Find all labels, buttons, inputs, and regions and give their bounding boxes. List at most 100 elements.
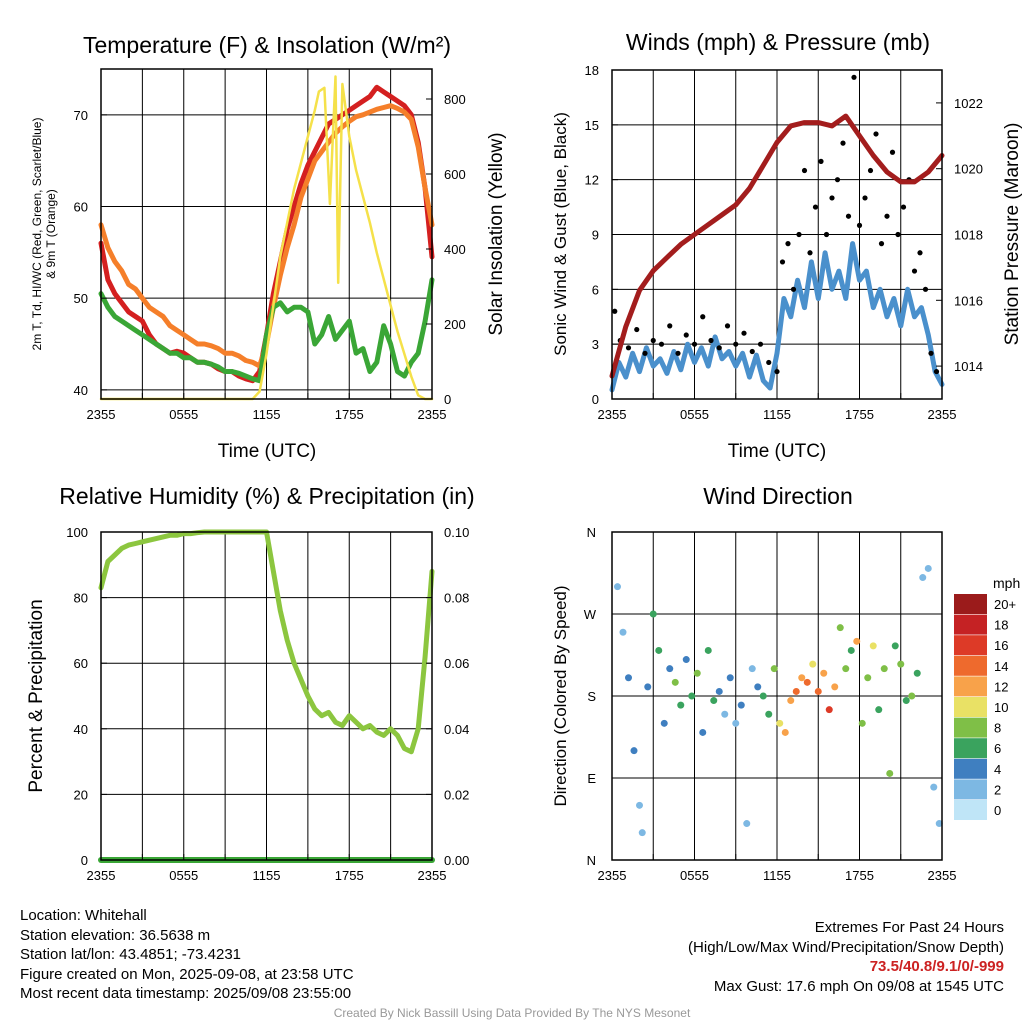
y-tick-label: 80 (74, 591, 88, 606)
gust-point (625, 345, 632, 351)
winds-ylabel: Sonic Wind & Gust (Blue, Black) (551, 112, 570, 356)
gust-point (790, 286, 797, 292)
y-tick-label: 20 (74, 787, 88, 802)
x-tick-label: 0555 (169, 868, 198, 883)
direction-point (759, 692, 767, 700)
x-tick-label: 1155 (763, 868, 791, 883)
legend-swatch (954, 594, 987, 614)
gust-point (801, 167, 808, 174)
y2-tick-label: 1022 (954, 96, 983, 111)
y-tick-label: S (587, 689, 596, 704)
temperature-series (98, 75, 435, 401)
speed-legend-title: mph (993, 575, 1020, 591)
direction-point (902, 697, 910, 705)
gust-point (733, 341, 739, 347)
gust-point (845, 213, 852, 219)
gust-point (691, 341, 698, 347)
direction-point (666, 665, 674, 673)
x-tick-label: 1155 (253, 407, 281, 422)
elevation-text: Station elevation: 36.5638 m (20, 926, 211, 944)
extremes-info: Extremes For Past 24 Hours (High/Low/Max… (688, 918, 1004, 996)
gust-point (683, 332, 689, 338)
y-tick-label: 15 (585, 118, 599, 133)
gust-point (675, 350, 681, 356)
gust-point (741, 330, 747, 336)
direction-point (820, 669, 828, 677)
direction-point (748, 665, 756, 673)
y2-tick-label: 0.02 (444, 787, 469, 802)
legend-swatch (954, 614, 987, 635)
x-tick-label: 2355 (87, 868, 116, 883)
direction-point (776, 719, 784, 727)
x-tick-label: 1755 (335, 407, 364, 422)
legend-swatch (954, 635, 987, 656)
legend-swatch (954, 758, 987, 779)
gust-point (917, 250, 923, 256)
gust-point (757, 341, 764, 347)
x-tick-label: 2355 (598, 868, 627, 883)
legend-swatch (954, 738, 987, 759)
direction-point (693, 669, 701, 677)
direction-point (682, 656, 690, 664)
y2-tick-label: 1014 (954, 359, 983, 374)
humidity-ticks: 2355 0555 1155 1755 23550204060801000.000.02… (66, 525, 469, 883)
direction-point (836, 624, 844, 632)
gust-point (818, 158, 824, 164)
direction-point (919, 574, 927, 582)
gust-point (867, 167, 874, 174)
winds-panel-title: Winds (mph) & Pressure (mb) (626, 29, 930, 55)
direction-point (880, 665, 888, 673)
winds-xlabel: Time (UTC) (728, 441, 827, 462)
x-tick-label: 1155 (763, 407, 791, 422)
direction-panel: Wind Direction 2355 0555 1155 1755 2355NESWN… (551, 483, 1020, 883)
direction-point (630, 747, 638, 755)
y2-tick-label: 200 (444, 317, 466, 332)
legend-label: 0 (994, 803, 1001, 818)
x-tick-label: 1755 (845, 407, 874, 422)
x-tick-label: 1155 (253, 868, 281, 883)
x-tick-label: 1755 (845, 868, 874, 883)
y2-tick-label: 0.08 (444, 591, 469, 606)
gust-point (766, 359, 772, 366)
legend-label: 16 (994, 638, 1008, 653)
direction-point (649, 610, 657, 618)
direction-point (781, 728, 789, 736)
gust-point (667, 323, 673, 329)
insolation-ylabel: Solar Insolation (Yellow) (486, 132, 507, 335)
gust-point (708, 337, 714, 344)
extremes-subtitle: (High/Low/Max Wind/Precipitation/Snow De… (688, 938, 1004, 956)
direction-point (913, 669, 921, 677)
direction-point (842, 665, 850, 673)
legend-label: 20+ (994, 597, 1016, 612)
direction-point (660, 719, 668, 727)
direction-point (699, 728, 707, 736)
direction-point (858, 719, 866, 727)
x-tick-label: 2355 (598, 407, 627, 422)
gust-point (796, 231, 802, 238)
y-tick-label: N (587, 853, 596, 868)
direction-grid (612, 532, 942, 860)
direction-point (814, 687, 822, 695)
direction-point (930, 783, 938, 791)
y-tick-label: 3 (592, 337, 599, 352)
direction-point (886, 769, 894, 777)
y-tick-label: N (587, 525, 596, 540)
y-tick-label: 70 (74, 108, 88, 123)
direction-point (638, 829, 646, 837)
extremes-values: 73.5/40.8/9.1/0/-999 (869, 958, 1004, 976)
gust-point (774, 368, 780, 375)
gust-point (911, 268, 918, 274)
direction-point (721, 710, 729, 718)
direction-point (803, 678, 811, 686)
gust-point (749, 348, 755, 355)
gust-point (856, 222, 863, 228)
direction-point (737, 701, 745, 709)
x-tick-label: 0555 (680, 407, 709, 422)
direction-point (891, 642, 899, 650)
direction-point (935, 820, 943, 828)
gust-point (812, 204, 819, 210)
gust-point (807, 250, 813, 256)
y2-tick-label: 400 (444, 242, 466, 257)
temperature-panel-title: Temperature (F) & Insolation (W/m²) (83, 32, 451, 58)
y2-tick-label: 0.10 (444, 525, 469, 540)
